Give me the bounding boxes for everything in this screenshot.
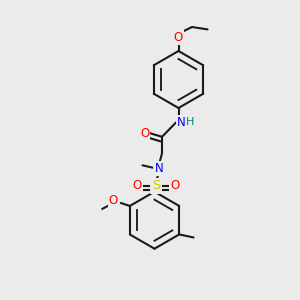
Text: N: N	[177, 116, 186, 129]
Text: H: H	[186, 117, 194, 128]
Text: O: O	[170, 179, 179, 192]
Text: O: O	[133, 179, 142, 192]
Text: N: N	[154, 162, 164, 175]
Text: S: S	[152, 179, 160, 192]
Text: O: O	[109, 194, 118, 207]
Text: O: O	[140, 127, 149, 140]
Text: O: O	[174, 31, 183, 44]
